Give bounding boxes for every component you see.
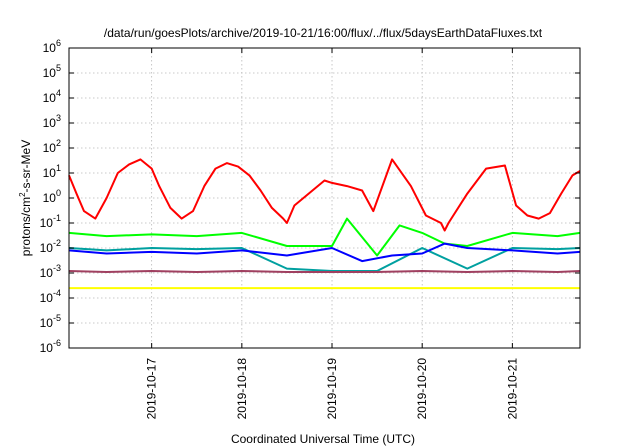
series-line-2 [68, 217, 581, 257]
y-axis-ticks: 10-6 10-5 10-4 10-3 10-2 10-1 100 101 102 103 104 1… [40, 38, 580, 355]
y-tick-label: 10-1 [40, 213, 61, 230]
y-axis-label-sup: 2 [18, 192, 27, 197]
y-axis-label-base: protons/cm [19, 197, 33, 256]
series-line-1 [68, 158, 581, 232]
y-tick-label: 102 [43, 138, 61, 155]
x-tick-label: 2019-10-20 [415, 358, 429, 420]
y-tick-label: 10-3 [40, 263, 61, 280]
y-tick-label: 10-6 [40, 338, 61, 355]
x-tick-label: 2019-10-19 [325, 358, 339, 420]
grid [69, 48, 580, 348]
y-tick-label: 101 [43, 163, 61, 180]
chart-title: /data/run/goesPlots/archive/2019-10-21/1… [104, 26, 543, 40]
series-line-5 [68, 270, 581, 273]
y-tick-label: 10-2 [40, 238, 61, 255]
y-tick-label: 105 [43, 63, 61, 80]
x-tick-label: 2019-10-21 [505, 358, 519, 420]
x-axis-label: Coordinated Universal Time (UTC) [231, 432, 415, 446]
x-tick-label: 2019-10-18 [235, 358, 249, 420]
x-tick-label: 2019-10-17 [145, 358, 159, 420]
y-tick-label: 100 [43, 188, 61, 205]
series-line-4 [68, 242, 581, 263]
y-tick-label: 10-5 [40, 313, 61, 330]
y-tick-label: 103 [43, 113, 61, 130]
y-tick-label: 10-4 [40, 288, 61, 305]
y-tick-label: 104 [43, 88, 61, 105]
y-tick-label: 106 [43, 38, 61, 55]
y-axis-label: protons/cm2-s-sr-MeV [18, 140, 33, 256]
y-axis-label-rest: -s-sr-MeV [19, 140, 33, 193]
x-axis-ticks: 2019-10-17 2019-10-18 2019-10-19 2019-10-20… [145, 48, 519, 420]
data-series [68, 158, 581, 290]
